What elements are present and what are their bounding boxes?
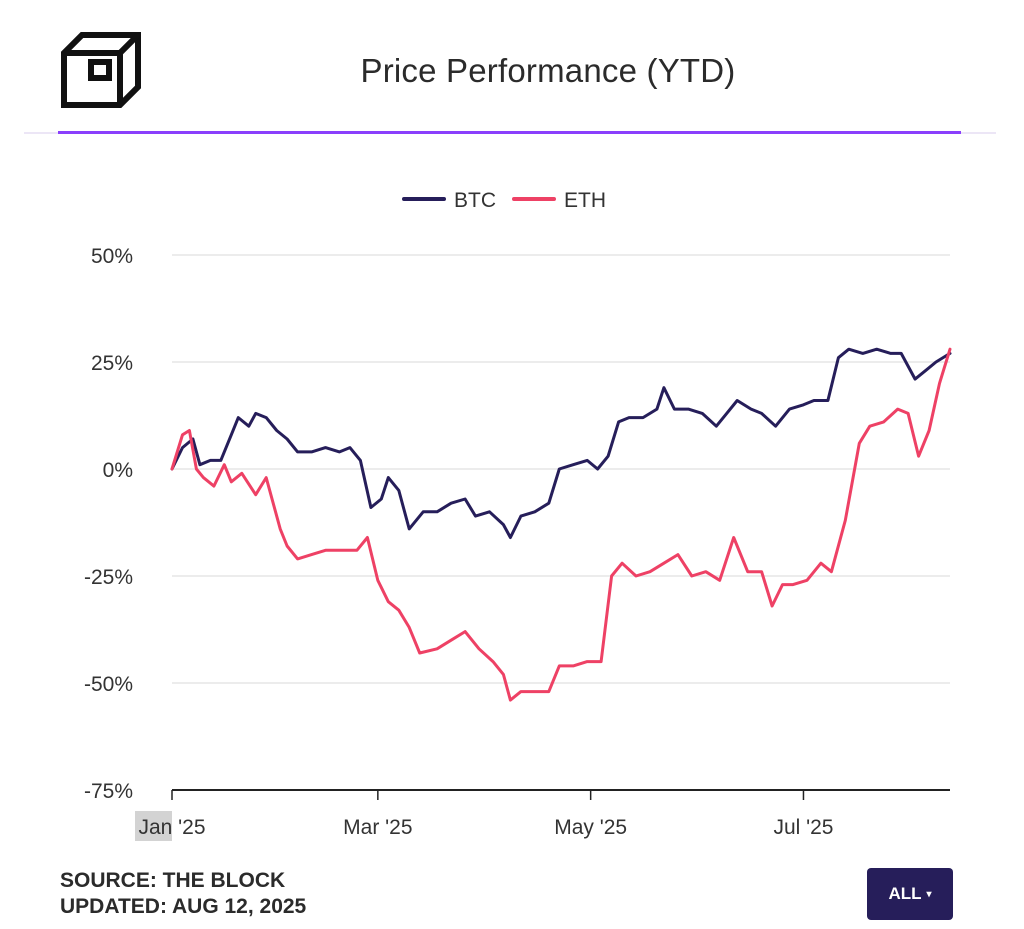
y-axis-ticks: 50% 25% 0% -25% -50% -75% [84,245,133,803]
the-block-cube-logo [61,32,141,108]
header-divider [58,131,961,134]
range-selector-label: ALL [888,884,922,903]
x-tick-highlight [135,811,172,841]
x-axis-ticks: Jan '25 Mar '25 May '25 Jul '25 [135,790,833,841]
y-tick-label: -25% [84,566,133,589]
grid-lines [172,254,950,791]
chevron-down-icon: ▾ [926,888,932,900]
x-tick-label: Jan '25 [138,816,205,839]
x-tick-label: Jul '25 [773,816,833,839]
y-tick-label: 0% [103,459,133,482]
x-tick-label: Mar '25 [343,816,412,839]
range-selector-button[interactable]: ALL ▾ [867,868,953,920]
legend-label-btc: BTC [454,189,496,212]
chart-title: Price Performance (YTD) [360,52,736,89]
updated-text: UPDATED: AUG 12, 2025 [60,895,307,918]
legend: BTC ETH [402,189,606,212]
source-text: SOURCE: THE BLOCK [60,869,286,892]
series-line-btc [170,347,952,539]
series-line-eth [170,347,952,702]
x-tick-label: May '25 [554,816,627,839]
y-tick-label: -75% [84,780,133,803]
y-tick-label: 50% [91,245,133,268]
series-lines [170,347,952,702]
y-tick-label: -50% [84,673,133,696]
legend-label-eth: ETH [564,189,606,212]
y-tick-label: 25% [91,352,133,375]
source-note: SOURCE: THE BLOCK UPDATED: AUG 12, 2025 [60,868,306,920]
